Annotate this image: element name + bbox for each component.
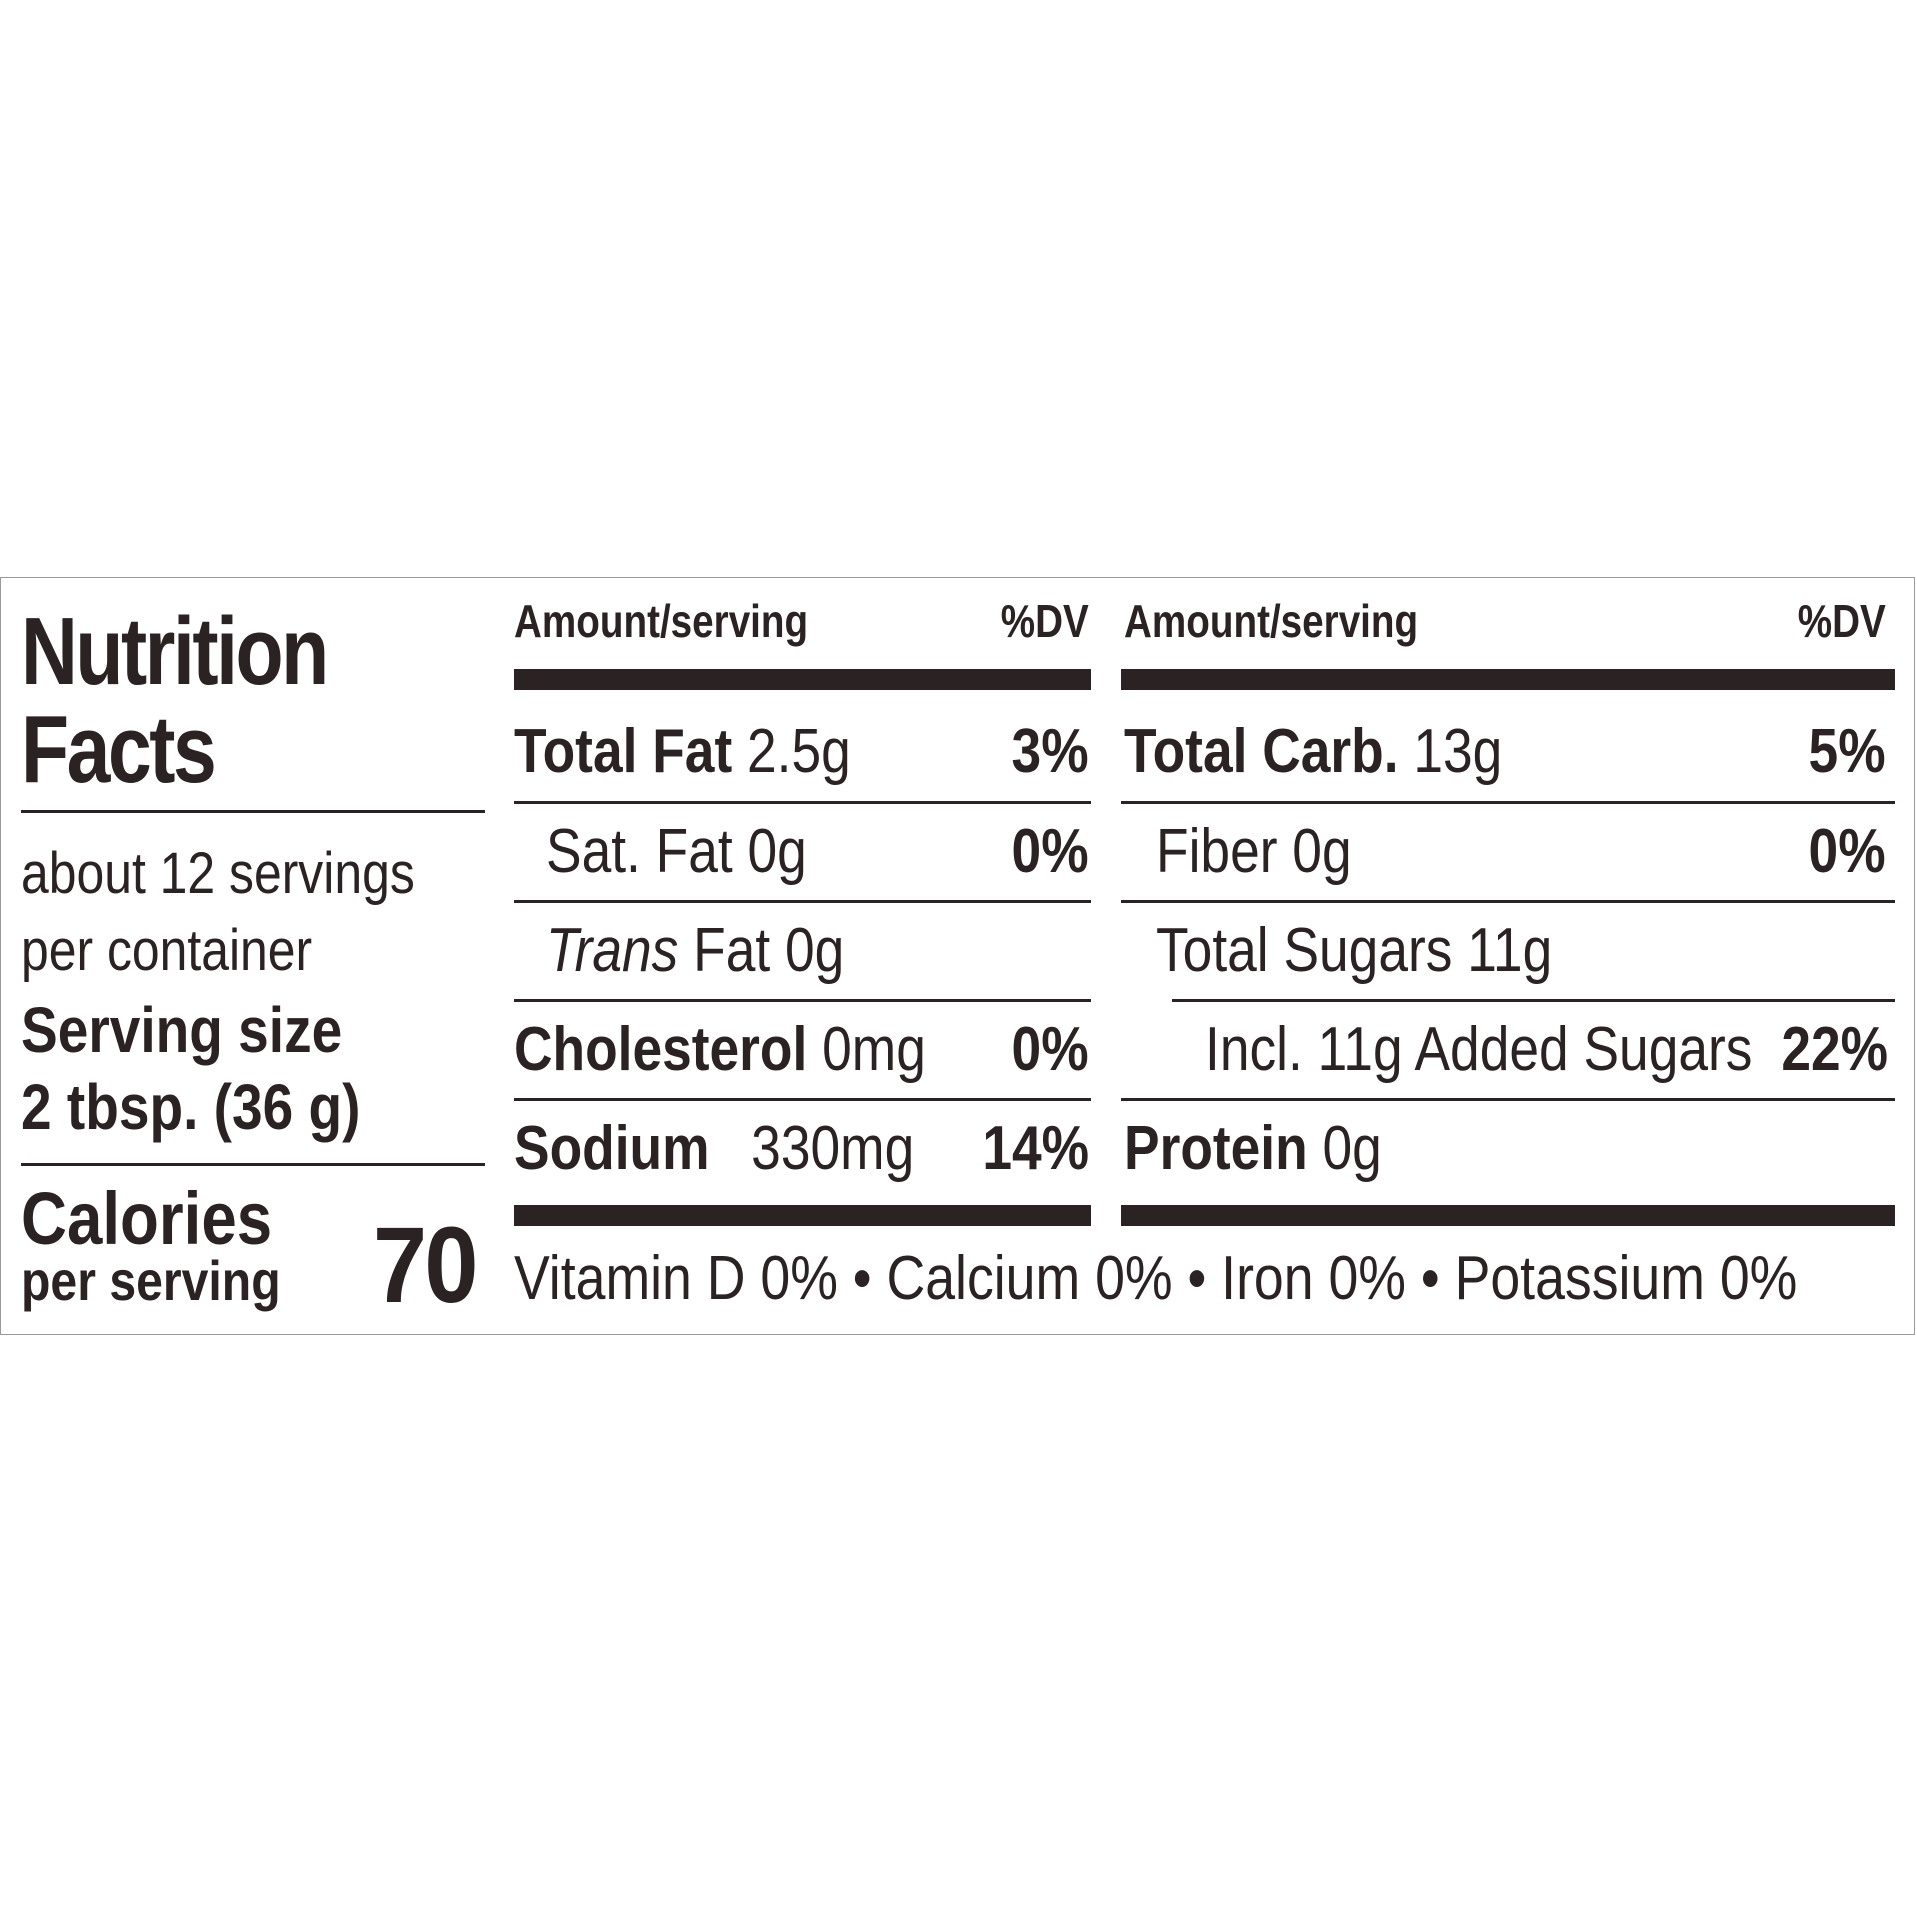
left-row-sodium: Sodium 330mg (514, 1118, 914, 1180)
row-divider (1121, 1098, 1895, 1101)
left-header-dv: %DV (1000, 595, 1089, 647)
row-divider (514, 1098, 1091, 1101)
row-divider (514, 900, 1091, 903)
nutrient-name: Total Carb. (1124, 717, 1399, 786)
serving-divider (21, 1163, 485, 1166)
nutrient-name: Total Sugars (1156, 916, 1453, 985)
serving-size-value: 2 tbsp. (36 g) (21, 1071, 361, 1143)
left-bottom-bar (514, 1205, 1091, 1226)
title-divider (21, 810, 485, 813)
title-line-1: Nutrition (21, 598, 329, 705)
calories-label: Calories (21, 1177, 273, 1260)
nutrient-name: Protein (1124, 1114, 1308, 1183)
calories-value: 70 (373, 1204, 478, 1325)
right-row-total-sugars: Total Sugars 11g (1156, 920, 1552, 982)
nutrition-facts-label: Nutrition Facts about 12 servings per co… (0, 577, 1915, 1335)
nutrient-amount: 0g (1322, 1114, 1382, 1183)
right-header-amount: Amount/serving (1124, 595, 1419, 647)
right-bottom-bar (1121, 1205, 1895, 1226)
nutrient-name: Fiber (1156, 817, 1278, 886)
servings-line-1: about 12 servings (21, 841, 415, 906)
row-divider (1172, 999, 1895, 1002)
nutrient-amount: 2.5g (747, 717, 851, 786)
left-row-trans-fat: Trans Fat 0g (546, 920, 844, 982)
right-row-fiber-dv: 0% (1808, 817, 1886, 886)
left-header-amount: Amount/serving (514, 595, 809, 647)
right-row-added-sugars-dv: 22% (1781, 1015, 1888, 1084)
nutrient-amount: 0g (747, 817, 807, 886)
label-title: Nutrition Facts (21, 598, 329, 803)
right-header-bar (1121, 669, 1895, 690)
serving-size: Serving size 2 tbsp. (36 g) (21, 992, 360, 1146)
right-row-added-sugars: Incl. 11g Added Sugars (1205, 1019, 1752, 1081)
servings-line-2: per container (21, 918, 313, 983)
right-row-protein: Protein 0g (1124, 1118, 1382, 1180)
nutrient-name: Trans (546, 916, 679, 985)
left-row-sodium-dv: 14% (982, 1114, 1089, 1183)
nutrient-name: Total Fat (514, 717, 733, 786)
left-row-total-fat: Total Fat 2.5g (514, 721, 851, 783)
nutrient-amount: 13g (1413, 717, 1503, 786)
left-row-sat-fat: Sat. Fat 0g (546, 821, 807, 883)
nutrient-amount: 0mg (822, 1015, 926, 1084)
left-row-cholesterol-dv: 0% (1011, 1015, 1089, 1084)
left-header-bar (514, 669, 1091, 690)
vitamins-minerals-line: Vitamin D 0% • Calcium 0% • Iron 0% • Po… (514, 1244, 1798, 1313)
calories-per-serving: per serving (21, 1249, 281, 1312)
right-row-fiber: Fiber 0g (1156, 821, 1352, 883)
right-header-dv: %DV (1797, 595, 1886, 647)
row-divider (514, 999, 1091, 1002)
right-row-total-carb: Total Carb. 13g (1124, 721, 1502, 783)
nutrient-amount: 11g (1467, 916, 1553, 985)
nutrient-name: Cholesterol (514, 1015, 808, 1084)
left-row-total-fat-dv: 3% (1011, 717, 1089, 786)
left-row-sat-fat-dv: 0% (1011, 817, 1089, 886)
nutrient-amount: 330mg (751, 1114, 915, 1183)
right-row-total-carb-dv: 5% (1808, 717, 1886, 786)
nutrient-name: Sodium (514, 1114, 710, 1183)
servings-per-container: about 12 servings per container (21, 835, 415, 989)
nutrient-name: Sat. Fat (546, 817, 733, 886)
row-divider (514, 801, 1091, 804)
nutrient-amount: Fat 0g (693, 916, 845, 985)
left-row-cholesterol: Cholesterol 0mg (514, 1019, 926, 1081)
title-line-2: Facts (21, 696, 217, 803)
nutrient-amount: 0g (1292, 817, 1352, 886)
nutrient-name: Incl. 11g Added Sugars (1205, 1015, 1753, 1084)
row-divider (1121, 801, 1895, 804)
row-divider (1121, 900, 1895, 903)
serving-size-label: Serving size (21, 994, 343, 1066)
